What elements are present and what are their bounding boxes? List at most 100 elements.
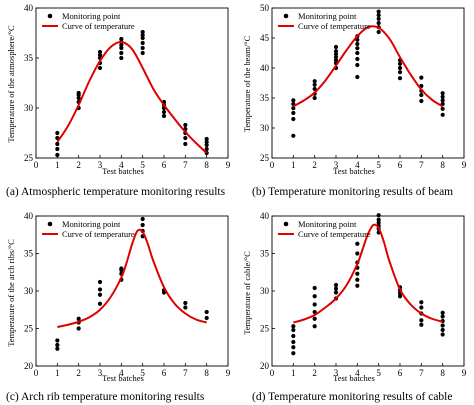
y-tick-label: 50	[260, 3, 270, 13]
monitoring-point	[204, 309, 209, 315]
x-tick-label: 6	[398, 160, 403, 170]
panel-b-ylabel: Temperature of the beam/°C	[242, 35, 252, 132]
monitoring-point	[312, 95, 317, 101]
monitoring-point	[440, 91, 445, 96]
y-tick-label: 20	[260, 361, 270, 371]
x-tick-label: 9	[226, 368, 231, 378]
panel-d-xlabel: Test batches	[333, 373, 375, 383]
monitoring-point	[419, 98, 424, 104]
panel-d: Temperature of cable/°C Test batches (d)…	[242, 251, 453, 403]
y-tick-label: 25	[260, 153, 270, 163]
monitoring-point	[55, 346, 60, 351]
monitoring-point	[376, 217, 381, 222]
monitoring-point	[419, 75, 424, 80]
legend-curve-label: Curve of temperature	[298, 21, 371, 31]
x-tick-label: 1	[291, 160, 296, 170]
monitoring-point	[204, 136, 209, 142]
x-tick-label: 1	[291, 368, 296, 378]
legend-curve-label: Curve of temperature	[298, 229, 371, 239]
y-tick-label: 40	[260, 211, 270, 221]
y-tick-label: 25	[260, 324, 270, 334]
monitoring-point	[76, 316, 81, 321]
monitoring-point	[376, 9, 381, 14]
monitoring-point	[333, 282, 339, 288]
monitoring-point	[291, 98, 296, 103]
panel-a-caption: (a) Atmospheric temperature monitoring r…	[6, 186, 226, 198]
x-tick-label: 7	[183, 368, 188, 378]
x-tick-label: 2	[76, 160, 81, 170]
monitoring-point	[333, 58, 339, 63]
panel-d-caption: (d) Temperature monitoring results of ca…	[252, 391, 453, 403]
monitoring-point	[291, 351, 296, 356]
monitoring-point	[333, 49, 339, 54]
x-tick-label: 5	[376, 368, 381, 378]
monitoring-point	[355, 251, 360, 256]
monitoring-point	[333, 52, 339, 57]
monitoring-point	[333, 290, 339, 295]
monitoring-point	[397, 61, 403, 66]
monitoring-point	[291, 110, 296, 116]
legend-curve-label: Curve of temperature	[62, 21, 135, 31]
panel-c: Temperature of the arch ribs/°C Test bat…	[6, 239, 205, 403]
monitoring-point	[355, 277, 360, 282]
monitoring-point	[419, 322, 424, 327]
x-tick-label: 4	[119, 368, 124, 378]
plot-a: 0 1 2 3 4 5 6 7 8 9 25 30 35 40 Monitoring pointCurve …	[24, 3, 231, 170]
y-tick-label: 35	[24, 53, 34, 63]
monitoring-point	[440, 332, 445, 337]
monitoring-point	[97, 292, 103, 297]
monitoring-point	[355, 50, 360, 56]
monitoring-point	[119, 45, 124, 51]
monitoring-point	[97, 49, 103, 55]
x-tick-label: 4	[355, 160, 360, 170]
legend-point-label: Monitoring point	[62, 219, 121, 229]
monitoring-point	[312, 86, 317, 92]
y-tick-label: 40	[260, 63, 270, 73]
x-tick-label: 0	[270, 368, 275, 378]
panel-c-xlabel: Test batches	[102, 373, 144, 383]
y-tick-label: 35	[24, 249, 34, 259]
monitoring-point	[119, 42, 124, 48]
monitoring-point	[140, 45, 145, 51]
monitoring-point	[440, 94, 445, 99]
panel-b: Temperature of the beam/°C Test batches …	[242, 35, 453, 198]
monitoring-point	[119, 36, 124, 42]
monitoring-point	[312, 294, 317, 299]
x-tick-label: 5	[376, 160, 381, 170]
monitoring-point	[355, 74, 360, 80]
y-tick-label: 35	[260, 93, 270, 103]
x-tick-label: 1	[55, 368, 60, 378]
x-tick-label: 0	[270, 160, 275, 170]
monitoring-point	[76, 326, 81, 331]
panel-c-caption: (c) Arch rib temperature monitoring resu…	[6, 391, 205, 403]
x-tick-label: 5	[140, 368, 145, 378]
monitoring-point	[76, 90, 81, 96]
y-tick-label: 45	[260, 33, 270, 43]
x-tick-label: 4	[119, 160, 124, 170]
panel-b-caption: (b) Temperature monitoring results of be…	[252, 186, 453, 198]
x-tick-label: 8	[440, 368, 445, 378]
monitoring-point	[355, 62, 360, 68]
x-tick-label: 5	[140, 160, 145, 170]
monitoring-point	[376, 20, 381, 26]
monitoring-point	[140, 222, 145, 228]
monitoring-point	[440, 314, 445, 319]
x-tick-label: 7	[419, 160, 424, 170]
monitoring-point	[419, 92, 424, 98]
monitoring-point	[312, 324, 317, 329]
monitoring-point	[55, 146, 60, 152]
y-tick-label: 40	[24, 211, 34, 221]
monitoring-point	[376, 13, 381, 18]
panel-a: Temperature of the atmosphere/°C Test ba…	[6, 25, 226, 198]
monitoring-point	[397, 294, 403, 299]
panel-a-xlabel: Test batches	[102, 166, 144, 176]
y-tick-label: 35	[260, 249, 270, 259]
monitoring-point	[291, 133, 296, 138]
monitoring-point	[440, 106, 445, 111]
monitoring-point	[376, 213, 381, 218]
monitoring-point	[355, 41, 360, 47]
monitoring-point	[440, 98, 445, 103]
